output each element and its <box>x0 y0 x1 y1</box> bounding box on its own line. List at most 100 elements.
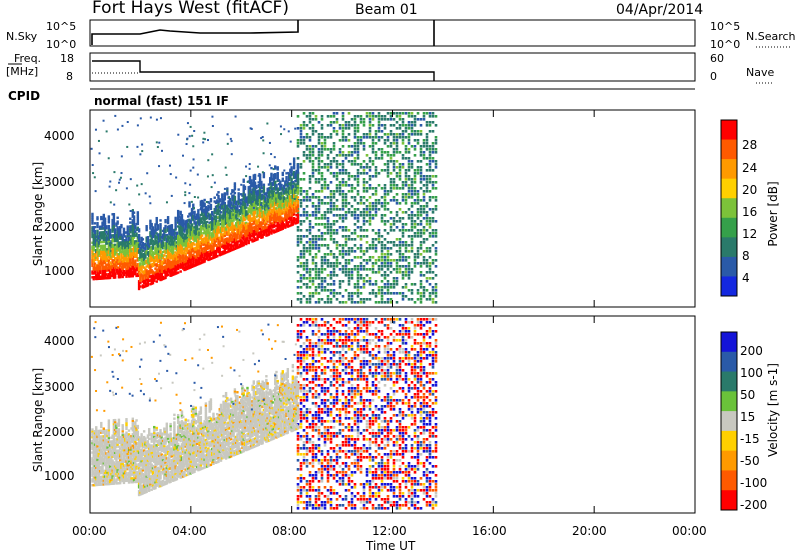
power-cell <box>344 235 348 238</box>
power-cell <box>410 187 414 190</box>
power-cell <box>350 214 354 217</box>
power-cell <box>184 239 187 242</box>
power-cell <box>260 223 263 226</box>
power-cell <box>428 145 432 148</box>
power-cell <box>170 270 174 273</box>
power-cell <box>158 250 161 253</box>
power-cell <box>197 232 200 235</box>
power-cell <box>155 257 158 260</box>
power-cell <box>434 205 438 208</box>
power-cell <box>107 224 111 228</box>
power-cell <box>175 241 179 244</box>
power-cell <box>202 239 205 243</box>
power-cell <box>205 234 209 237</box>
power-cell <box>195 250 199 253</box>
power-cell <box>130 252 133 255</box>
power-cell <box>178 238 181 241</box>
power-cell <box>392 160 396 163</box>
power-cell <box>407 127 411 130</box>
power-cell <box>193 239 196 242</box>
power-cell <box>149 283 152 286</box>
power-cell <box>308 271 312 274</box>
power-cell <box>141 270 145 274</box>
power-cell <box>113 266 117 270</box>
power-cell <box>356 277 360 280</box>
power-cell <box>255 200 258 203</box>
power-cell <box>305 145 309 148</box>
power-cell <box>253 210 257 213</box>
power-cell <box>419 160 423 163</box>
power-cell <box>252 216 255 220</box>
power-cell <box>207 237 210 240</box>
power-cell <box>154 234 157 238</box>
power-cell <box>279 186 282 189</box>
power-cell <box>129 255 132 259</box>
power-cell <box>187 242 190 245</box>
power-cell <box>323 166 327 169</box>
power-cell <box>250 204 253 207</box>
power-cell <box>233 195 237 199</box>
power-cell <box>404 229 408 232</box>
power-cell <box>398 178 402 181</box>
power-cell <box>224 205 228 208</box>
power-cell <box>207 208 210 212</box>
power-cell <box>377 121 381 124</box>
power-cell <box>302 250 306 253</box>
power-cell <box>214 201 218 205</box>
power-cell <box>105 263 108 266</box>
power-cell <box>329 274 333 277</box>
power-cell <box>195 217 199 220</box>
power-cell <box>274 167 277 170</box>
power-cell <box>218 236 221 240</box>
power-cell <box>229 249 233 252</box>
power-cell <box>198 235 201 238</box>
power-cell <box>270 172 273 176</box>
power-cell <box>317 217 321 220</box>
power-cell <box>353 136 357 139</box>
power-cell <box>410 205 414 208</box>
power-cell <box>159 259 162 262</box>
power-cell <box>308 298 312 301</box>
power-cell <box>270 193 273 197</box>
power-cell <box>150 269 153 272</box>
power-cell <box>113 272 117 275</box>
power-cell <box>320 277 324 280</box>
power-cell <box>380 205 384 208</box>
power-cell <box>350 250 354 253</box>
power-cell <box>416 193 420 196</box>
power-cell <box>332 145 336 148</box>
power-cell <box>350 175 354 178</box>
power-cell <box>161 245 165 248</box>
power-cell <box>253 204 257 207</box>
power-cell <box>124 244 127 248</box>
power-cell <box>365 280 369 283</box>
power-cell <box>229 206 233 210</box>
power-cell <box>145 225 148 228</box>
power-cell <box>431 271 435 274</box>
power-cell <box>187 228 190 232</box>
power-cell <box>231 221 234 225</box>
power-cell <box>237 222 240 226</box>
power-cell <box>131 236 134 239</box>
power-cell <box>275 224 278 227</box>
power-cell <box>344 268 348 271</box>
power-cell <box>392 148 396 151</box>
power-cell <box>280 224 283 227</box>
power-cell <box>326 247 330 250</box>
power-cell <box>407 148 411 151</box>
power-cell <box>103 244 107 247</box>
power-cell <box>188 232 191 235</box>
power-cell <box>121 268 124 271</box>
power-cell <box>118 227 122 231</box>
power-cell <box>118 241 122 244</box>
power-cell <box>158 258 161 261</box>
power-cell <box>380 235 384 238</box>
power-cell <box>239 243 243 246</box>
power-cell <box>183 236 186 239</box>
power-cell <box>150 224 153 228</box>
power-cell <box>228 234 232 237</box>
power-cell <box>335 244 339 247</box>
power-cell <box>332 232 336 235</box>
power-cell <box>392 118 396 121</box>
power-cell <box>166 225 170 229</box>
